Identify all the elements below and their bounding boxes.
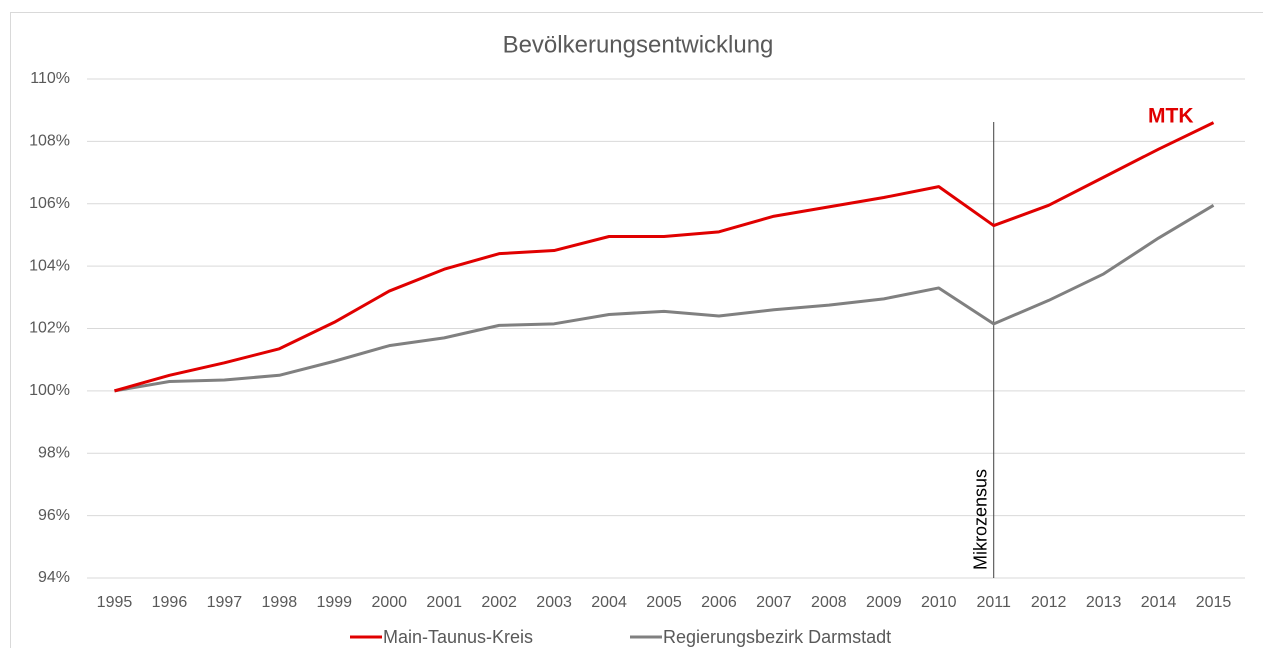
x-tick-label: 1998 [262,594,298,611]
x-tick-label: 2005 [646,594,682,611]
x-tick-label: 2001 [426,594,462,611]
legend-label: Regierungsbezirk Darmstadt [663,627,891,647]
x-tick-label: 1996 [152,594,188,611]
y-tick-label: 104% [29,257,70,274]
x-tick-label: 2003 [536,594,572,611]
series-line [114,121,1215,393]
y-tick-label: 100% [29,382,70,399]
x-tick-label: 1999 [316,594,352,611]
x-tick-label: 2006 [701,594,737,611]
x-tick-label: 2000 [371,594,407,611]
x-tick-label: 2008 [811,594,847,611]
x-tick-label: 1997 [207,594,243,611]
y-tick-label: 102% [29,320,70,337]
y-tick-label: 108% [29,133,70,150]
x-tick-label: 1995 [97,594,133,611]
y-tick-label: 96% [38,507,70,524]
legend-label: Main-Taunus-Kreis [383,627,533,647]
chart-border [10,12,1263,648]
x-tick-label: 2002 [481,594,517,611]
y-tick-label: 106% [29,195,70,212]
x-tick-label: 2010 [921,594,957,611]
x-tick-label: 2011 [977,594,1012,611]
x-tick-label: 2004 [591,594,627,611]
x-tick-label: 2007 [756,594,792,611]
series-line [114,204,1215,393]
x-tick-label: 2012 [1031,594,1067,611]
x-tick-label: 2009 [866,594,902,611]
x-tick-label: 2013 [1086,594,1122,611]
annotation-label: Mikrozensus [970,469,990,570]
annotation-label: MTK [1148,105,1194,128]
y-tick-label: 110% [30,70,70,87]
x-tick-label: 2014 [1141,594,1177,611]
y-tick-label: 94% [38,569,70,586]
y-tick-label: 98% [38,444,70,461]
x-tick-label: 2015 [1196,594,1232,611]
chart-title: Bevölkerungsentwicklung [503,31,774,58]
